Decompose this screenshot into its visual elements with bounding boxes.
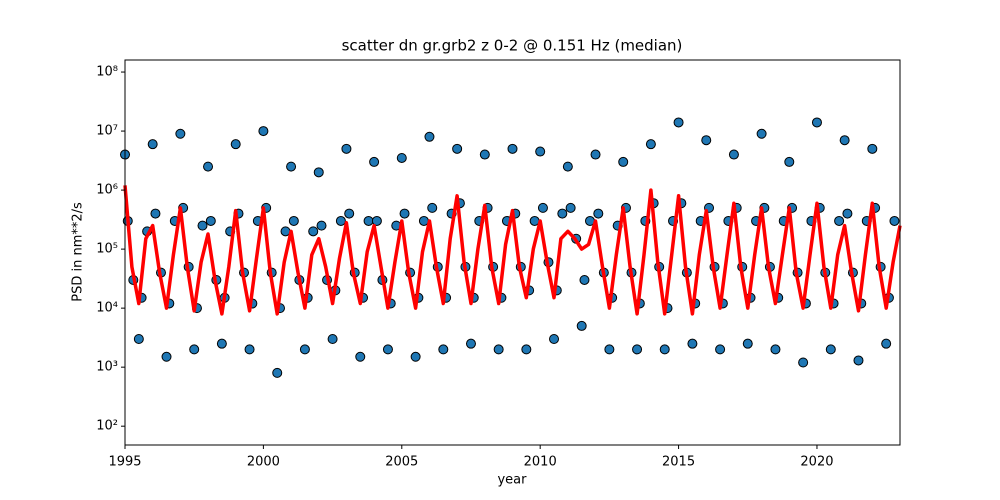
scatter-point xyxy=(521,344,532,355)
x-axis-label: year xyxy=(497,473,527,488)
scatter-point xyxy=(197,220,208,231)
scatter-point xyxy=(557,208,568,219)
scatter-point xyxy=(853,355,864,366)
x-tick-label: 2015 xyxy=(662,455,695,470)
scatter-point xyxy=(465,338,476,349)
scatter-point xyxy=(715,344,726,355)
scatter-point xyxy=(355,351,366,362)
scatter-point xyxy=(593,208,604,219)
scatter-point xyxy=(834,215,845,226)
x-tick-label: 2005 xyxy=(385,455,418,470)
scatter-point xyxy=(881,338,892,349)
scatter-point xyxy=(286,161,297,172)
scatter-point xyxy=(410,351,421,362)
plot-area xyxy=(120,117,902,378)
axes-frame xyxy=(124,59,901,446)
scatter-point xyxy=(371,215,382,226)
x-tick-label: 1995 xyxy=(108,455,141,470)
scatter-point xyxy=(784,156,795,167)
scatter-point xyxy=(839,135,850,146)
scatter-point xyxy=(203,161,214,172)
scatter-point xyxy=(590,149,601,160)
scatter-point xyxy=(756,128,767,139)
scatter-point xyxy=(316,220,327,231)
scatter-point xyxy=(742,338,753,349)
y-tick-label: 10⁸ xyxy=(96,65,118,80)
scatter-point xyxy=(576,320,587,331)
scatter-point xyxy=(645,139,656,150)
scatter-point xyxy=(493,344,504,355)
y-tick-label: 10⁶ xyxy=(96,183,118,198)
scatter-point xyxy=(147,139,158,150)
scatter-point xyxy=(811,117,822,128)
scatter-point xyxy=(313,167,324,178)
y-tick-label: 10⁴ xyxy=(96,301,118,316)
scatter-point xyxy=(659,344,670,355)
scatter-point xyxy=(889,215,900,226)
scatter-point xyxy=(363,215,374,226)
scatter-point xyxy=(216,338,227,349)
y-tick-label: 10⁵ xyxy=(96,242,118,257)
y-tick-label: 10³ xyxy=(96,360,118,375)
scatter-point xyxy=(205,215,216,226)
scatter-point xyxy=(341,143,352,154)
scatter-point xyxy=(244,344,255,355)
scatter-point xyxy=(288,215,299,226)
scatter-point xyxy=(327,334,338,345)
scatter-point xyxy=(604,344,615,355)
scatter-point xyxy=(335,215,346,226)
scatter-point xyxy=(565,202,576,213)
scatter-point xyxy=(396,152,407,163)
scatter-point xyxy=(825,344,836,355)
x-tick-label: 2010 xyxy=(524,455,557,470)
scatter-point xyxy=(770,344,781,355)
scatter-point xyxy=(452,143,463,154)
y-tick-label: 10⁷ xyxy=(96,124,118,139)
scatter-point xyxy=(728,149,739,160)
scatter-point xyxy=(507,143,518,154)
scatter-point xyxy=(399,208,410,219)
scatter-point xyxy=(798,357,809,368)
scatter-point xyxy=(701,135,712,146)
scatter-point xyxy=(535,146,546,157)
scatter-point xyxy=(549,334,560,345)
scatter-point xyxy=(438,344,449,355)
scatter-point xyxy=(344,208,355,219)
scatter-point xyxy=(133,334,144,345)
scatter-point xyxy=(673,117,684,128)
x-tick-label: 2000 xyxy=(247,455,280,470)
scatter-point xyxy=(537,202,548,213)
scatter-point xyxy=(175,128,186,139)
scatter-point xyxy=(479,149,490,160)
scatter-point xyxy=(867,143,878,154)
scatter-point xyxy=(230,139,241,150)
y-axis-label: PSD in nm**2/s xyxy=(71,202,86,302)
scatter-point xyxy=(272,367,283,378)
median-line xyxy=(123,185,902,316)
scatter-point xyxy=(632,344,643,355)
scatter-point xyxy=(308,226,319,237)
scatter-point xyxy=(687,338,698,349)
scatter-point xyxy=(258,126,269,137)
chart-title: scatter dn gr.grb2 z 0-2 @ 0.151 Hz (med… xyxy=(342,37,683,55)
scatter-point xyxy=(427,202,438,213)
scatter-point xyxy=(150,208,161,219)
scatter-point xyxy=(382,344,393,355)
scatter-point xyxy=(424,131,435,142)
scatter-point xyxy=(189,344,200,355)
y-tick-label: 10² xyxy=(96,419,118,434)
scatter-point xyxy=(369,156,380,167)
scatter-point xyxy=(299,344,310,355)
scatter-point xyxy=(842,208,853,219)
scatter-point xyxy=(579,274,590,285)
scatter-point xyxy=(562,161,573,172)
x-tick-label: 2020 xyxy=(800,455,833,470)
scatter-point xyxy=(618,156,629,167)
scatter-point xyxy=(161,351,172,362)
